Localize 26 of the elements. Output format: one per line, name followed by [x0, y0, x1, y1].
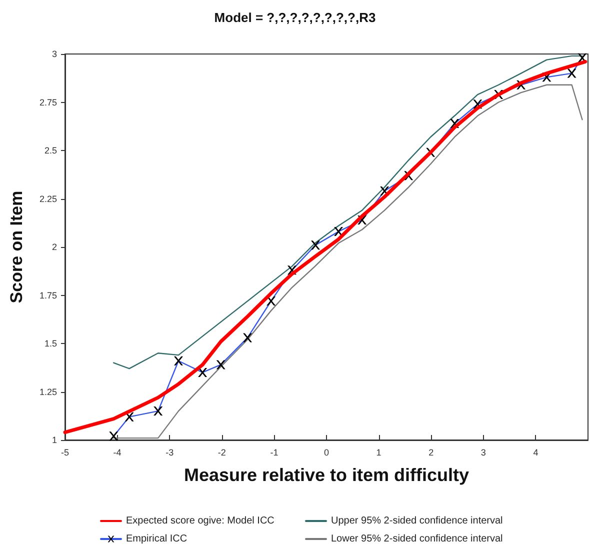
x-tick-label: 4 — [533, 448, 538, 458]
legend-label: Lower 95% 2-sided confidence interval — [331, 534, 503, 544]
x-tick-label: -5 — [60, 448, 70, 458]
x-tick-label: 2 — [428, 448, 434, 458]
y-tick-label: 2.75 — [39, 97, 57, 108]
chart-title: Model = ?,?,?,?,?,?,?,?,R3 — [214, 10, 376, 25]
y-tick-label: 2.25 — [39, 194, 57, 204]
legend-label: Upper 95% 2-sided confidence interval — [331, 516, 503, 526]
x-tick-label: 3 — [480, 448, 486, 458]
y-tick-label: 2.5 — [44, 146, 57, 156]
y-tick-label: 3 — [52, 49, 57, 59]
x-tick-label: -3 — [166, 448, 174, 458]
y-tick-label: 2 — [52, 242, 57, 252]
x-tick-label: 0 — [324, 448, 330, 458]
y-tick-label: 1.75 — [39, 290, 57, 300]
y-tick-label: 1.5 — [44, 338, 57, 348]
y-axis-title: Score on Item — [7, 190, 26, 304]
legend-label: Empirical ICC — [126, 534, 188, 544]
y-tick-label: 1 — [52, 435, 57, 445]
x-tick-label: -1 — [270, 448, 278, 458]
legend-label: Expected score ogive: Model ICC — [126, 516, 274, 526]
x-tick-label: 1 — [376, 448, 382, 458]
x-tick-label: -2 — [218, 448, 226, 458]
x-axis-title: Measure relative to item difficulty — [184, 465, 470, 485]
x-tick-label: -4 — [113, 448, 122, 458]
y-tick-label: 1.25 — [39, 386, 57, 397]
